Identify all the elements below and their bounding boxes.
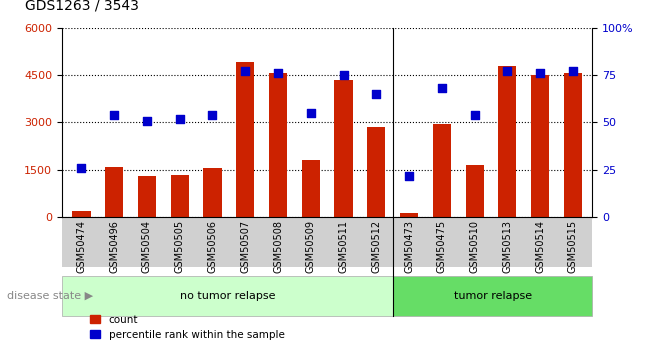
Point <box>535 70 546 76</box>
Bar <box>302 160 320 217</box>
Bar <box>433 124 450 217</box>
Text: GDS1263 / 3543: GDS1263 / 3543 <box>25 0 139 12</box>
Point <box>502 68 512 74</box>
Bar <box>564 73 582 217</box>
Bar <box>72 211 90 217</box>
Bar <box>204 168 221 217</box>
Bar <box>138 176 156 217</box>
Point <box>273 70 283 76</box>
Point <box>142 118 152 123</box>
Text: disease state ▶: disease state ▶ <box>7 291 92 301</box>
Bar <box>171 175 189 217</box>
Point <box>568 68 578 74</box>
Bar <box>335 80 352 217</box>
Point <box>109 112 119 118</box>
Bar <box>498 66 516 217</box>
Point <box>404 173 414 178</box>
Text: tumor relapse: tumor relapse <box>454 291 532 301</box>
Bar <box>400 213 418 217</box>
Point <box>371 91 381 97</box>
Point <box>76 165 87 171</box>
Bar <box>367 127 385 217</box>
Point <box>207 112 217 118</box>
Point <box>469 112 480 118</box>
Legend: count, percentile rank within the sample: count, percentile rank within the sample <box>90 315 284 340</box>
Point <box>240 68 251 74</box>
Bar <box>465 165 484 217</box>
Text: no tumor relapse: no tumor relapse <box>180 291 275 301</box>
Bar <box>105 167 123 217</box>
Point <box>305 110 316 116</box>
Bar <box>531 75 549 217</box>
Bar <box>269 73 287 217</box>
Bar <box>236 62 255 217</box>
Point <box>437 86 447 91</box>
Point <box>339 72 349 78</box>
Point <box>174 116 185 121</box>
